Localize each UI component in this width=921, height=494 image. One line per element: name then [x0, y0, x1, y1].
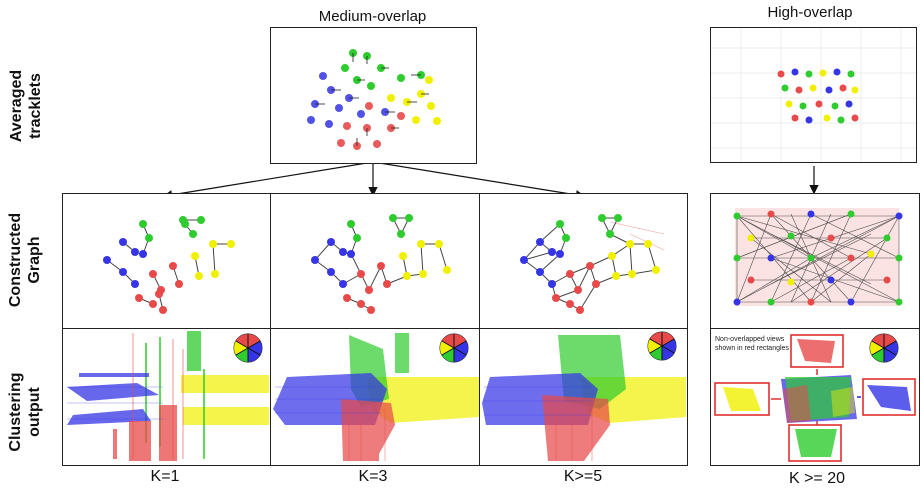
k-label-k20: K >= 20: [788, 470, 846, 487]
graph-high-plot: [733, 208, 903, 306]
row-label-tracklets: Averaged tracklets: [8, 69, 44, 143]
graph-k3-plot: [311, 214, 451, 314]
cluster-panel-k1: [62, 328, 272, 466]
k-label-k1: K=1: [150, 468, 180, 485]
high-tracklets-plot: [711, 28, 916, 162]
high-tracklets-panel: [710, 27, 917, 163]
color-wheel-icon: [233, 333, 263, 363]
color-wheel-icon: [647, 331, 677, 361]
color-wheel-icon: [439, 333, 469, 363]
graph-panel-high: [710, 193, 920, 329]
graph-k5-plot: [520, 214, 665, 314]
cluster-k5-plot: [482, 335, 686, 461]
graph-panel-k3: [270, 193, 481, 329]
cluster-panel-k5: [479, 328, 688, 466]
graph-panel-k1: [62, 193, 272, 329]
cluster-high-plot: [714, 334, 916, 462]
row-label-clustering: Clustering output: [7, 372, 43, 452]
k-label-k3: K=3: [358, 468, 388, 485]
cluster-k3-plot: [273, 333, 479, 461]
color-wheel-icon: [869, 333, 899, 363]
graph-k1-plot: [103, 216, 235, 314]
k-label-k5: K>=5: [563, 468, 603, 485]
graph-panel-k5: [479, 193, 688, 329]
medium-tracklets-panel: [270, 27, 477, 164]
cluster-panel-k3: [270, 328, 481, 466]
medium-overlap-title: Medium-overlap: [318, 8, 427, 25]
non-overlapped-note: Non-overlapped views shown in red rectan…: [715, 336, 789, 352]
high-overlap-title: High-overlap: [767, 4, 853, 21]
cluster-k1-plot: [67, 331, 269, 461]
medium-tracklets-plot: [307, 49, 441, 150]
cluster-panel-high: Non-overlapped views shown in red rectan…: [710, 328, 920, 466]
row-label-graph: Constructed Graph: [7, 212, 43, 308]
